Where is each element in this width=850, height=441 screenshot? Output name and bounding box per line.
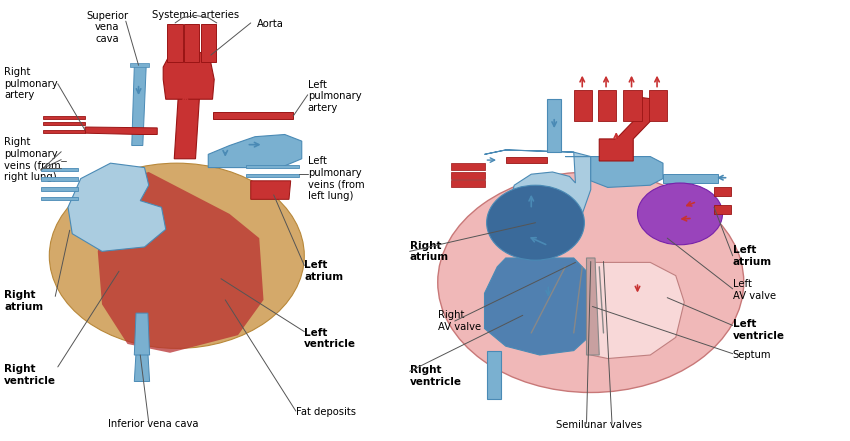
Text: Right
ventricle: Right ventricle — [4, 364, 56, 385]
Polygon shape — [506, 157, 547, 163]
Polygon shape — [623, 90, 642, 121]
Polygon shape — [484, 258, 599, 355]
Polygon shape — [586, 258, 599, 355]
Polygon shape — [184, 24, 199, 62]
Polygon shape — [565, 157, 663, 187]
Text: Left
pulmonary
veins (from
left lung): Left pulmonary veins (from left lung) — [308, 156, 365, 201]
Text: Right
ventricle: Right ventricle — [410, 365, 462, 386]
Polygon shape — [484, 150, 591, 232]
Polygon shape — [134, 353, 150, 381]
Polygon shape — [586, 262, 684, 359]
Text: Left
ventricle: Left ventricle — [733, 319, 785, 340]
Text: Left
atrium: Left atrium — [304, 261, 343, 282]
Polygon shape — [42, 116, 85, 119]
Ellipse shape — [638, 183, 722, 245]
Polygon shape — [41, 168, 78, 171]
Polygon shape — [212, 112, 293, 119]
Text: Right
pulmonary
artery: Right pulmonary artery — [4, 67, 58, 101]
Polygon shape — [547, 99, 561, 152]
Polygon shape — [163, 49, 214, 99]
Polygon shape — [251, 181, 291, 199]
Polygon shape — [450, 172, 484, 179]
Polygon shape — [41, 187, 78, 191]
Polygon shape — [714, 187, 731, 196]
Text: Right
AV valve: Right AV valve — [438, 310, 481, 332]
Polygon shape — [208, 135, 302, 168]
Text: Aorta: Aorta — [257, 19, 284, 29]
Text: Right
atrium: Right atrium — [4, 290, 43, 311]
Polygon shape — [487, 351, 501, 399]
Text: Left
atrium: Left atrium — [733, 245, 772, 266]
Text: Right
pulmonary
veins (from
right lung): Right pulmonary veins (from right lung) — [4, 137, 61, 182]
Polygon shape — [714, 205, 731, 214]
Polygon shape — [574, 90, 592, 121]
Polygon shape — [246, 165, 299, 168]
Polygon shape — [134, 313, 150, 355]
Ellipse shape — [438, 172, 744, 392]
Text: Superior
vena
cava: Superior vena cava — [86, 11, 128, 44]
Polygon shape — [41, 197, 78, 200]
Ellipse shape — [49, 163, 304, 348]
Polygon shape — [130, 63, 149, 67]
Text: Systemic arteries: Systemic arteries — [152, 10, 239, 20]
Text: Semilunar valves: Semilunar valves — [556, 420, 643, 430]
Ellipse shape — [486, 185, 584, 260]
Polygon shape — [663, 174, 718, 183]
Text: Inferior vena cava: Inferior vena cava — [108, 419, 198, 429]
Text: Fat deposits: Fat deposits — [296, 407, 356, 417]
Polygon shape — [68, 163, 166, 251]
Polygon shape — [42, 122, 85, 125]
Polygon shape — [450, 163, 484, 170]
Text: Left
ventricle: Left ventricle — [304, 328, 356, 349]
Polygon shape — [174, 93, 200, 159]
Polygon shape — [649, 90, 667, 121]
Polygon shape — [167, 24, 183, 62]
Polygon shape — [42, 130, 85, 133]
Polygon shape — [598, 90, 616, 121]
Polygon shape — [450, 180, 484, 187]
Polygon shape — [85, 127, 157, 135]
Polygon shape — [201, 24, 216, 62]
Text: Left
AV valve: Left AV valve — [733, 280, 776, 301]
Text: Septum: Septum — [733, 350, 771, 360]
Polygon shape — [41, 177, 78, 181]
Polygon shape — [599, 97, 654, 161]
Text: Left
pulmonary
artery: Left pulmonary artery — [308, 79, 361, 113]
Polygon shape — [98, 172, 264, 353]
Text: Right
atrium: Right atrium — [410, 241, 449, 262]
Polygon shape — [132, 66, 146, 146]
Polygon shape — [246, 174, 299, 177]
